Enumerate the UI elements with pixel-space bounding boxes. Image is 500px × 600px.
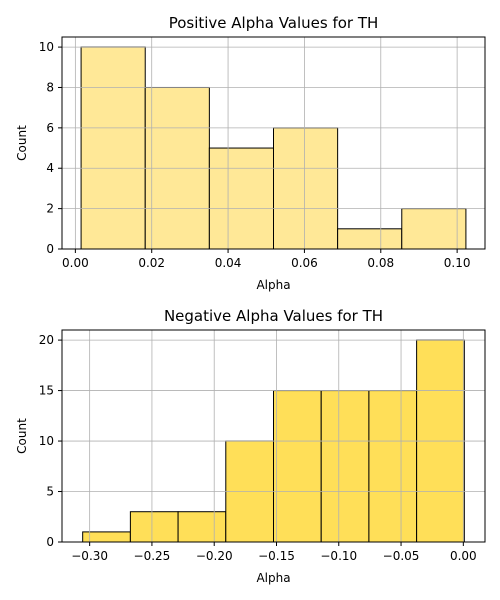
y-tick-label: 4	[46, 161, 54, 175]
positive-chart-title: Positive Alpha Values for TH	[169, 14, 379, 32]
x-tick-label: 0.08	[367, 256, 394, 270]
y-tick-label: 0	[46, 242, 54, 256]
negative-y-ticks: 0 5 10 15 20	[39, 333, 62, 549]
positive-bar	[208, 147, 274, 250]
positive-y-ticks: 0 2 4 6 8 10	[39, 40, 62, 256]
negative-x-ticks: −0.30 −0.25 −0.20 −0.15 −0.10 −0.05 0.00	[71, 542, 477, 563]
y-tick-label: 2	[46, 202, 54, 216]
y-tick-label: 10	[39, 40, 54, 54]
positive-alpha-histogram: 0.00 0.02 0.04 0.06 0.08 0.10 0 2 4 6 8 10 Positive …	[15, 14, 486, 292]
x-tick-label: −0.10	[320, 549, 357, 563]
y-tick-label: 8	[46, 80, 54, 94]
y-tick-label: 0	[46, 535, 54, 549]
x-tick-label: 0.04	[215, 256, 242, 270]
positive-bars	[80, 46, 467, 250]
x-tick-label: −0.25	[134, 549, 171, 563]
x-tick-label: 0.10	[444, 256, 471, 270]
x-tick-label: 0.00	[450, 549, 477, 563]
x-tick-label: −0.20	[196, 549, 233, 563]
x-tick-label: 0.02	[138, 256, 165, 270]
negative-bar	[273, 390, 322, 543]
positive-x-ticks: 0.00 0.02 0.04 0.06 0.08 0.10	[62, 249, 470, 270]
negative-bar	[177, 511, 227, 543]
negative-bar	[320, 390, 370, 543]
positive-bar	[273, 127, 339, 250]
x-tick-label: 0.06	[291, 256, 318, 270]
negative-bar	[368, 390, 418, 543]
x-tick-label: −0.30	[71, 549, 108, 563]
x-tick-label: 0.00	[62, 256, 89, 270]
negative-bar	[129, 511, 179, 543]
positive-bar	[337, 228, 403, 250]
positive-x-axis-label: Alpha	[256, 278, 290, 292]
y-tick-label: 6	[46, 121, 54, 135]
y-tick-label: 15	[39, 384, 54, 398]
negative-axes-frame	[61, 329, 486, 543]
x-tick-label: −0.15	[258, 549, 295, 563]
positive-bar	[80, 46, 146, 250]
negative-chart-title: Negative Alpha Values for TH	[164, 307, 383, 325]
negative-x-axis-label: Alpha	[256, 571, 290, 585]
positive-axes-frame	[61, 36, 486, 250]
x-tick-label: −0.05	[383, 549, 420, 563]
y-tick-label: 20	[39, 333, 54, 347]
negative-y-axis-label: Count	[15, 418, 29, 454]
y-tick-label: 10	[39, 434, 54, 448]
negative-alpha-histogram: −0.30 −0.25 −0.20 −0.15 −0.10 −0.05 0.00 0 5 10 15…	[15, 307, 486, 585]
positive-y-axis-label: Count	[15, 125, 29, 161]
positive-bar	[401, 208, 467, 250]
y-tick-label: 5	[46, 485, 54, 499]
